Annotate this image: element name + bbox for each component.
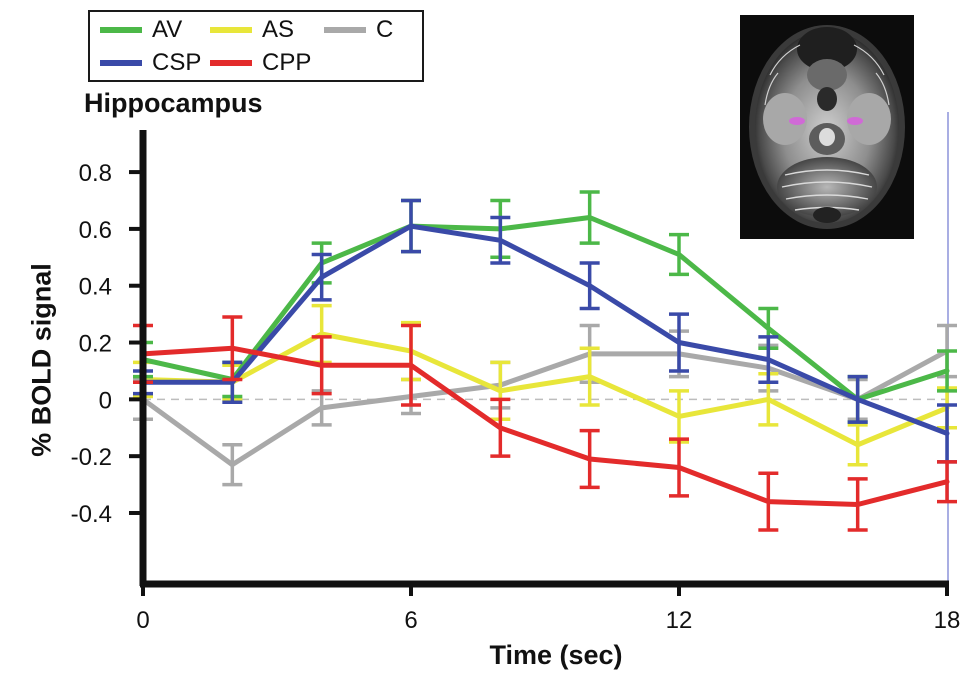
series-line-av [140, 215, 950, 402]
legend-label-csp: CSP [152, 49, 202, 76]
y-tick-label-3: 0.2 [79, 331, 112, 358]
error-bar-as-5 [579, 346, 600, 407]
roi-left-hippocampus [789, 117, 805, 125]
error-bar-cpp-2 [311, 335, 332, 396]
roi-right-hippocampus [847, 117, 863, 125]
error-bar-cpp-9 [937, 460, 957, 504]
error-bar-c-1 [222, 443, 243, 487]
legend-swatch-c [324, 27, 366, 33]
y-tick-label-1: 0.6 [79, 217, 112, 244]
legend-item-c: C [324, 16, 393, 44]
error-bar-csp-4 [490, 215, 511, 265]
x-axis-label: Time (sec) [489, 640, 623, 670]
chart-legend: AV AS C CSP CPP [88, 10, 424, 82]
error-bar-cpp-5 [579, 428, 600, 490]
y-tick-label-5: -0.2 [71, 444, 112, 471]
error-bar-cpp-3 [401, 323, 421, 407]
legend-swatch-cpp [210, 60, 252, 66]
legend-label-cpp: CPP [262, 49, 312, 76]
error-bar-csp-2 [311, 252, 332, 302]
legend-swatch-as [210, 27, 252, 33]
brain-axial-slice-image [749, 25, 905, 229]
error-bar-av-5 [579, 190, 600, 245]
x-tick-label-0: 0 [136, 607, 149, 634]
brain-mri-inset [740, 15, 914, 239]
error-bar-csp-6 [669, 312, 689, 373]
legend-swatch-av [100, 27, 142, 33]
series-line-c [140, 348, 950, 468]
series-line-cpp [140, 345, 950, 507]
legend-item-cpp: CPP [210, 49, 311, 77]
error-bar-cpp-6 [669, 437, 689, 498]
x-tick-label-3: 18 [934, 607, 960, 634]
legend-item-as: AS [210, 16, 294, 44]
y-tick-label-2: 0.4 [79, 274, 112, 301]
x-tick-label-1: 6 [404, 607, 417, 634]
error-bar-av-6 [669, 232, 689, 277]
error-bar-cpp-7 [758, 471, 779, 532]
legend-swatch-csp [100, 60, 142, 66]
legend-label-av: AV [152, 16, 183, 43]
error-bar-as-8 [847, 423, 868, 467]
error-bar-cpp-8 [847, 477, 868, 532]
y-tick-label-6: -0.4 [71, 501, 112, 528]
legend-item-csp: CSP [100, 49, 201, 77]
error-bar-csp-9 [937, 403, 957, 464]
error-bar-csp-5 [579, 261, 600, 311]
y-tick-label-0: 0.8 [79, 160, 112, 187]
legend-label-c: C [376, 16, 394, 43]
legend-item-av: AV [100, 16, 182, 44]
chart-title: Hippocampus [84, 88, 263, 118]
legend-label-as: AS [262, 16, 295, 43]
y-axis-label: % BOLD signal [26, 263, 57, 457]
error-bar-cpp-4 [490, 397, 511, 458]
x-tick-label-2: 12 [666, 607, 693, 634]
error-bar-csp-8 [847, 374, 868, 424]
series-line-csp [140, 223, 950, 436]
y-tick-label-4: 0 [99, 387, 112, 414]
error-bar-av-9 [937, 349, 957, 393]
error-bar-cpp-1 [222, 315, 243, 382]
error-bar-csp-7 [758, 335, 779, 385]
error-bar-csp-3 [401, 198, 421, 254]
